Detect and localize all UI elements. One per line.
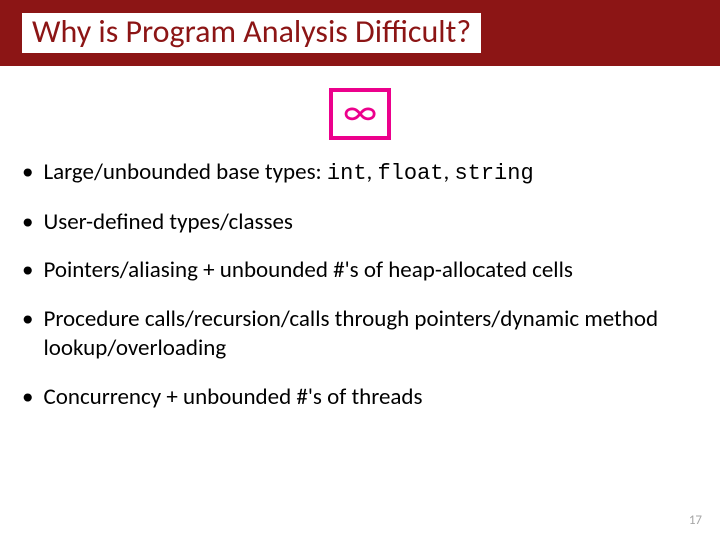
- bullet-dot: •: [22, 158, 33, 188]
- bullet-dot: •: [22, 383, 33, 412]
- page-number: 17: [689, 513, 702, 528]
- code-token: string: [454, 161, 533, 186]
- infinity-container: ∞: [0, 88, 720, 140]
- bullet-prefix: Large/unbounded base types:: [43, 158, 326, 186]
- bullet-text: Procedure calls/recursion/calls through …: [43, 305, 700, 363]
- infinity-icon: ∞: [329, 88, 391, 140]
- slide-title: Why is Program Analysis Difficult?: [22, 13, 481, 53]
- bullet-text: User-defined types/classes: [43, 208, 700, 237]
- list-item: • Pointers/aliasing + unbounded #'s of h…: [22, 256, 700, 285]
- bullet-dot: •: [22, 305, 33, 363]
- bullet-list: • Large/unbounded base types: int, float…: [0, 158, 720, 411]
- bullet-text: Pointers/aliasing + unbounded #'s of hea…: [43, 256, 700, 285]
- bullet-dot: •: [22, 208, 33, 237]
- separator: ,: [367, 158, 378, 186]
- code-token: float: [377, 161, 443, 186]
- list-item: • User-defined types/classes: [22, 208, 700, 237]
- list-item: • Procedure calls/recursion/calls throug…: [22, 305, 700, 363]
- bullet-text: Concurrency + unbounded #'s of threads: [43, 383, 700, 412]
- bullet-dot: •: [22, 256, 33, 285]
- bullet-text: Large/unbounded base types: int, float, …: [43, 158, 700, 188]
- separator: ,: [444, 158, 455, 186]
- list-item: • Concurrency + unbounded #'s of threads: [22, 383, 700, 412]
- list-item: • Large/unbounded base types: int, float…: [22, 158, 700, 188]
- title-band: Why is Program Analysis Difficult?: [0, 0, 720, 66]
- code-token: int: [327, 161, 367, 186]
